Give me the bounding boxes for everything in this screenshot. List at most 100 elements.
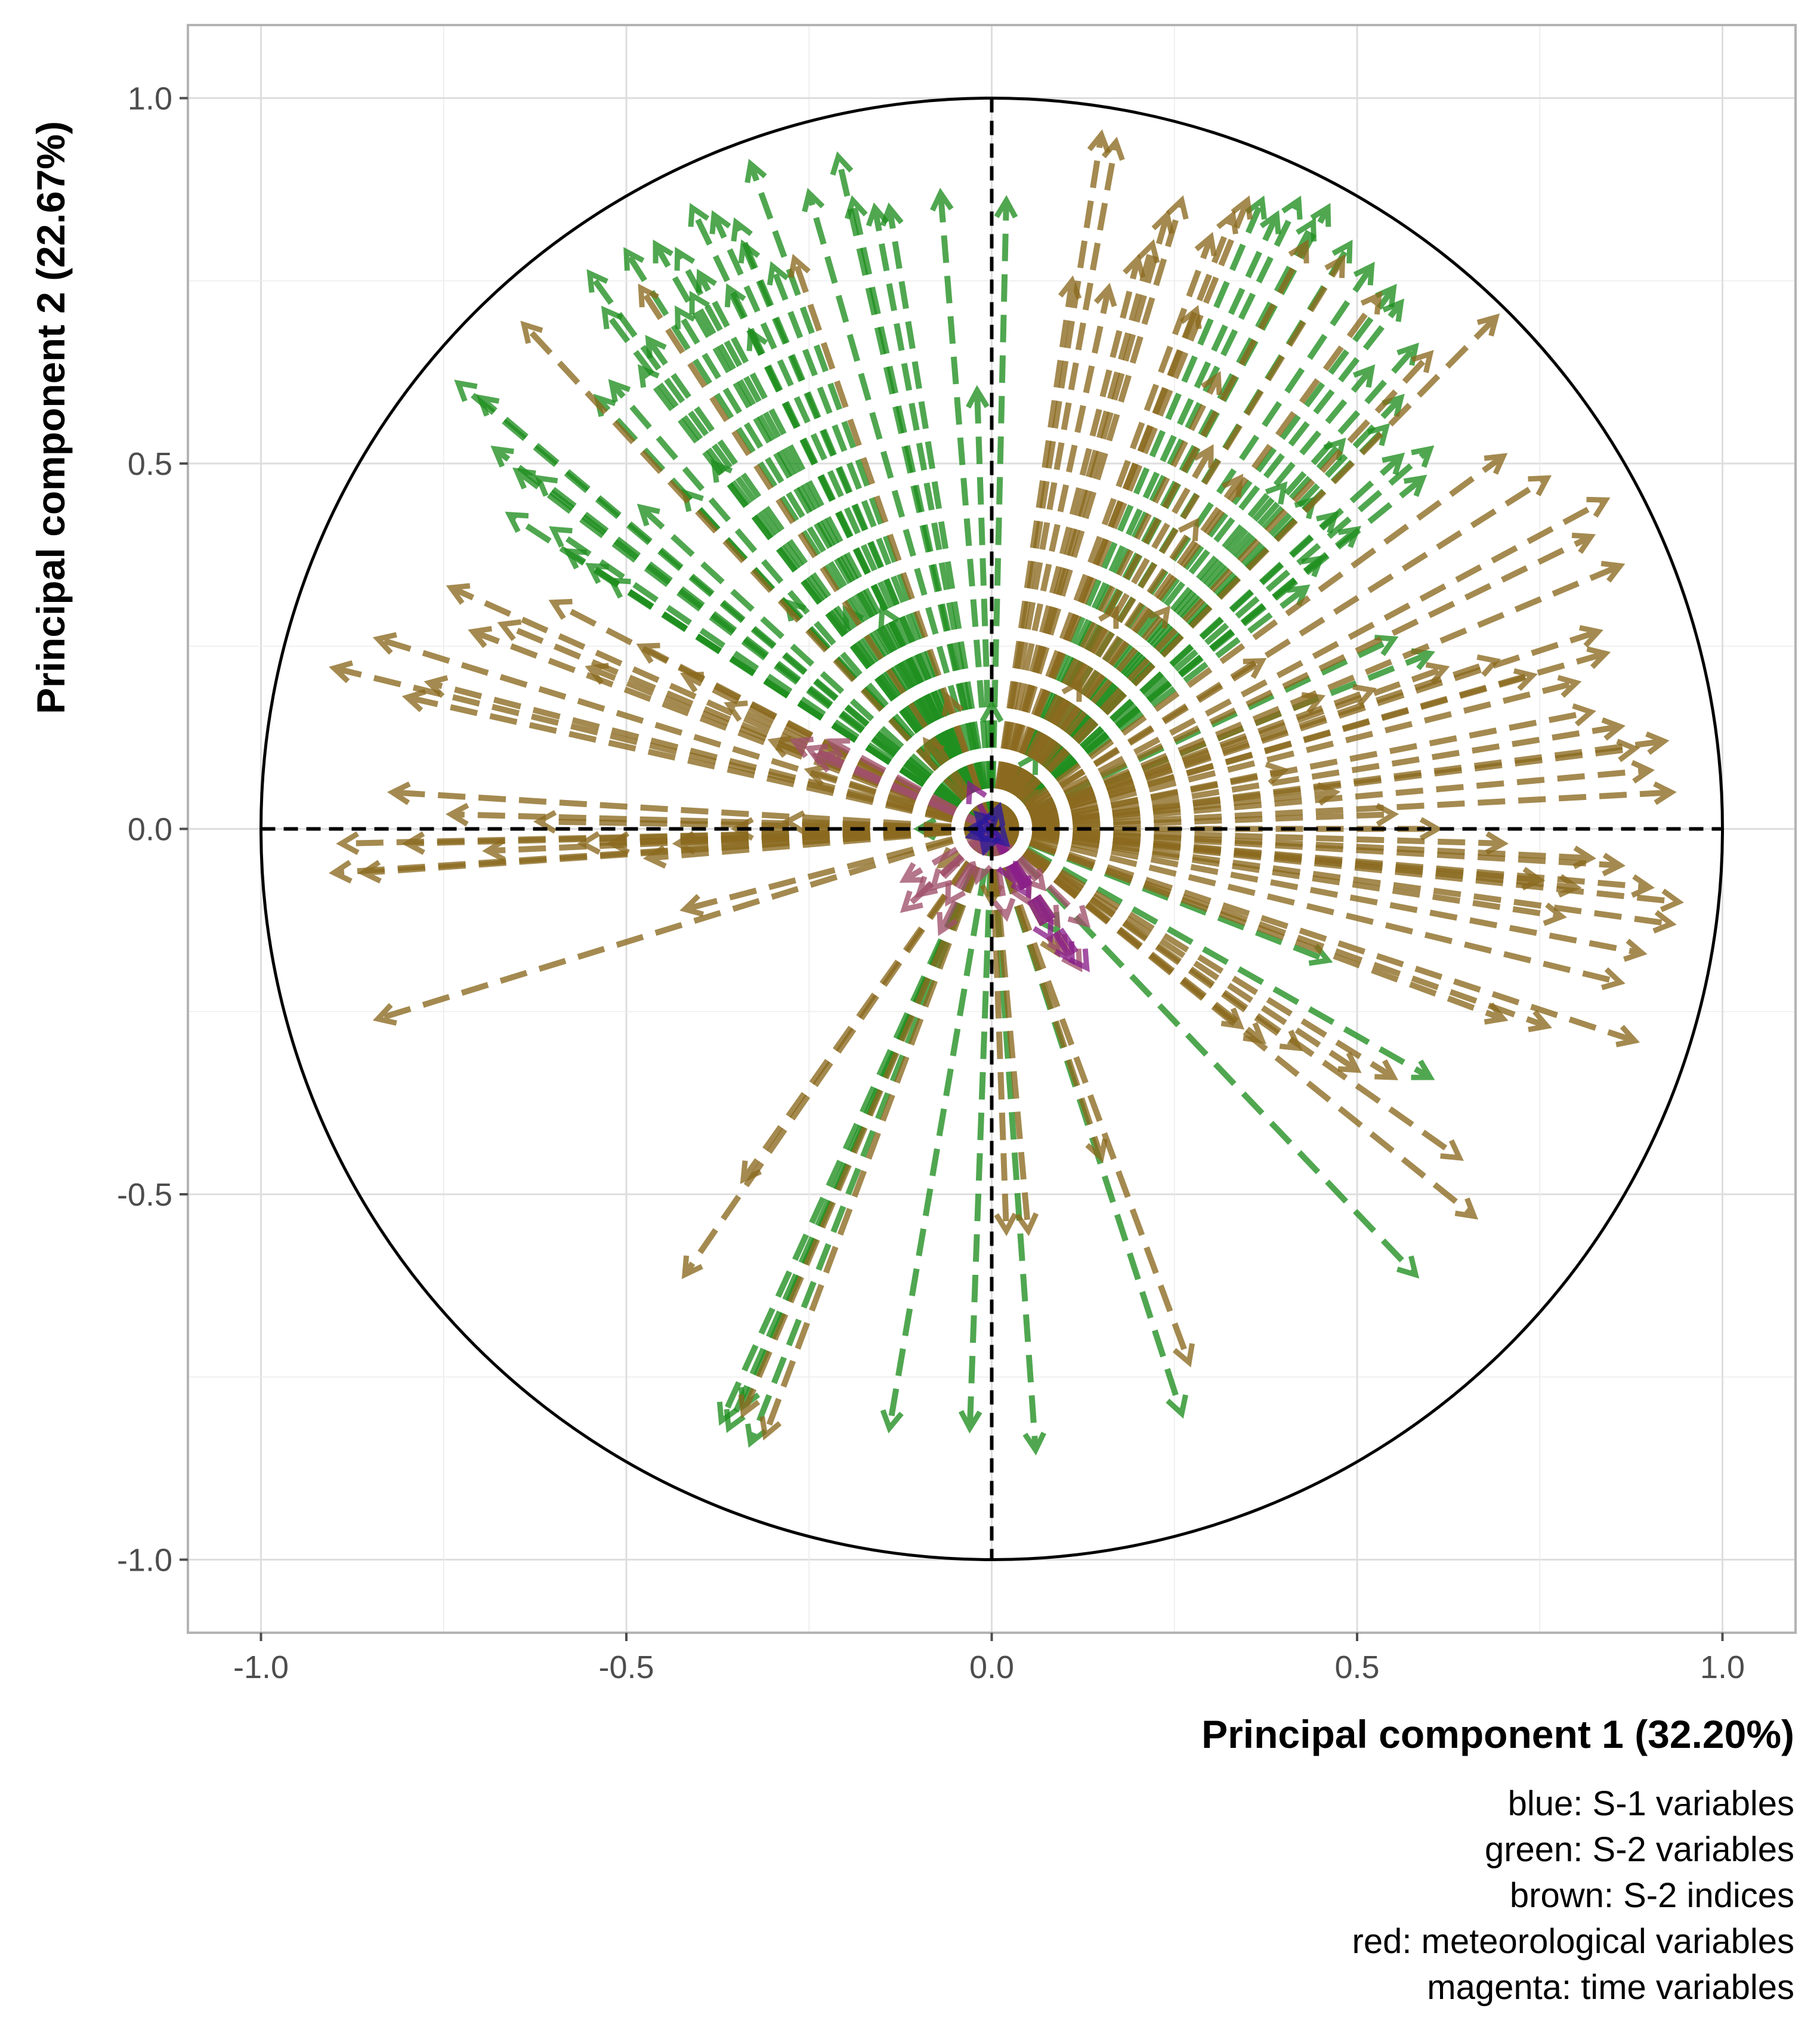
arrow-head: [1033, 919, 1053, 944]
loading-arrow-green: [636, 503, 994, 832]
arrow-head: [1528, 1010, 1553, 1033]
arrow-head: [1316, 511, 1339, 534]
arrow-head: [1331, 239, 1353, 264]
caption-line-green: green: S-2 variables: [1485, 1830, 1794, 1869]
arrow-head: [1352, 364, 1376, 388]
loading-arrow-green: [966, 385, 995, 829]
loading-arrow-brown: [941, 692, 995, 830]
arrow-head: [802, 188, 825, 212]
arrow-head: [497, 619, 522, 641]
arrow-head: [1485, 831, 1509, 855]
arrow-head: [688, 203, 710, 227]
arrow-shaft: [989, 301, 1404, 831]
reference-axes: [261, 98, 1723, 1560]
arrow-head: [738, 1394, 761, 1419]
arrow-shaft: [988, 827, 1104, 1159]
arrow-head: [969, 861, 993, 885]
arrow-head: [1528, 475, 1552, 496]
arrow-shaft: [988, 199, 1250, 830]
loading-arrow-brown: [990, 496, 1611, 832]
arrow-head: [1101, 137, 1125, 161]
arrow-head: [1375, 283, 1397, 308]
arrow-shaft: [974, 390, 995, 829]
arrow-shaft: [991, 738, 1665, 832]
loading-arrow-brown: [991, 826, 1626, 990]
loading-arrow-red: [900, 826, 994, 913]
arrow-head: [1586, 496, 1611, 518]
loading-arrow-green: [844, 195, 995, 830]
arrow-head: [372, 1003, 397, 1026]
arrow-head: [1374, 1059, 1398, 1080]
arrow-head: [880, 202, 904, 227]
arrow-shaft: [990, 497, 1607, 832]
arrow-head: [1352, 684, 1377, 707]
arrow-head: [1440, 1139, 1464, 1161]
loading-arrow-green: [534, 474, 994, 832]
arrow-head: [1288, 239, 1309, 264]
arrow-head: [1194, 231, 1217, 257]
loading-arrow-brown: [989, 239, 1309, 830]
arrow-shaft: [991, 826, 1621, 985]
arrow-head: [679, 894, 704, 917]
loading-arrow-brown: [991, 731, 1670, 832]
arrow-shaft: [610, 577, 994, 832]
arrow-head: [1166, 195, 1189, 220]
arrow-shaft: [991, 767, 1650, 832]
arrow-head: [1243, 657, 1267, 679]
arrow-head: [689, 291, 710, 315]
arrow-head: [1631, 874, 1655, 898]
arrow-head: [724, 283, 746, 308]
arrow-shaft: [428, 679, 993, 832]
arrow-head: [1615, 1024, 1640, 1048]
arrow-head: [1201, 370, 1222, 396]
tick-labels: -1.0 -0.5 0.0 0.5 1.0 1.0 0.5 0.0 -0.5 -1.0: [117, 81, 1745, 1686]
color-legend-caption: blue: S-1 variables green: S-2 variables…: [1352, 1784, 1794, 2007]
arrow-head: [878, 604, 900, 629]
arrow-head: [1310, 203, 1331, 227]
arrow-shaft: [990, 826, 1636, 1044]
arrow-head: [1148, 605, 1171, 629]
arrow-head: [1301, 555, 1325, 577]
loading-arrow-brown: [989, 291, 1383, 831]
loading-arrow-green: [880, 828, 995, 1433]
arrow-shaft: [689, 206, 995, 830]
arrow-head: [482, 838, 506, 862]
loading-arrow-brown: [989, 313, 1500, 832]
arrow-head: [1093, 283, 1117, 307]
arrow-shaft: [990, 556, 1322, 832]
loading-arrow-green: [709, 210, 995, 830]
arrow-head: [1245, 195, 1267, 220]
loading-arrow-brown: [781, 810, 992, 834]
loading-arrow-brown: [767, 736, 993, 832]
loading-arrow-green: [688, 203, 995, 830]
arrow-head: [945, 882, 966, 907]
arrow-shaft: [377, 826, 993, 1022]
loading-arrow-green: [653, 239, 994, 830]
arrow-head: [401, 831, 425, 855]
arrow-head: [607, 577, 631, 599]
arrow-head: [880, 1409, 904, 1433]
arrow-shaft: [988, 134, 1105, 830]
arrow-shaft: [902, 826, 994, 912]
arrow-shaft: [623, 250, 994, 831]
arrow-shaft: [787, 818, 992, 832]
arrow-head: [1286, 584, 1311, 607]
loading-arrow-green: [990, 511, 1339, 832]
arrow-shaft: [808, 767, 993, 832]
arrow-head: [548, 598, 573, 620]
loading-arrow-green: [738, 239, 995, 830]
loading-arrow-brown: [401, 689, 993, 832]
arrow-head: [1061, 678, 1083, 702]
arrow-shaft: [333, 665, 993, 832]
arrow-head: [900, 890, 923, 913]
loading-arrow-brown: [988, 195, 1253, 830]
arrow-head: [1360, 291, 1383, 315]
arrow-shaft: [991, 650, 1606, 832]
loading-arrow-brown: [989, 370, 1222, 830]
loading-arrow-brown: [991, 675, 1582, 832]
arrow-head: [585, 563, 609, 585]
arrow-head: [1652, 910, 1677, 934]
arrow-head: [1068, 948, 1090, 972]
arrow-head: [759, 1416, 782, 1441]
arrow-head: [586, 269, 608, 293]
